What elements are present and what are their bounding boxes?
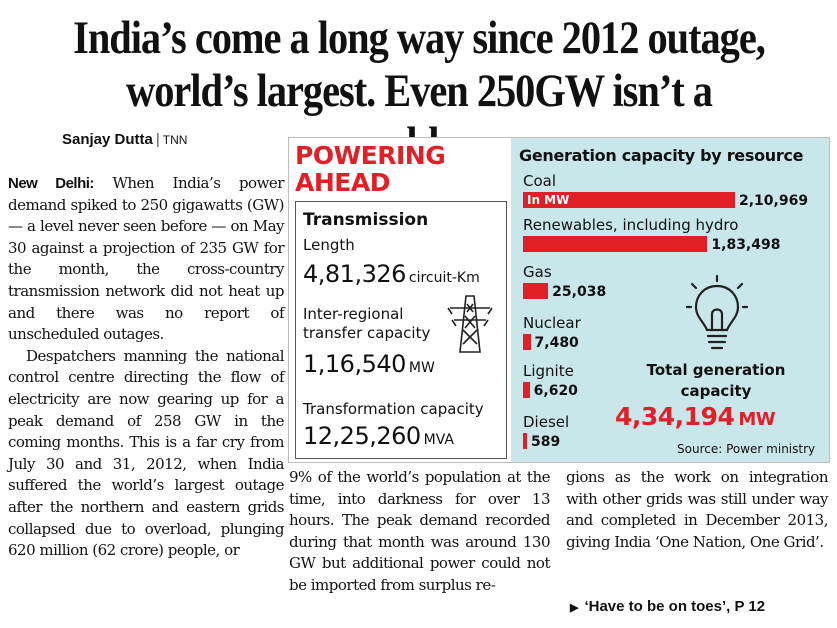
transmission-title: Transmission [303, 210, 429, 230]
byline-divider: | [155, 131, 160, 148]
unit-note: In MW [527, 193, 570, 207]
transformation-unit: MVA [423, 432, 454, 448]
resource-value: 25,038 [552, 284, 607, 300]
article-paragraph-4: gions as the work on integration with ot… [566, 468, 829, 551]
article-paragraph-3: 9% of the world’s population at the time… [289, 468, 551, 594]
length-unit: circuit-Km [408, 270, 480, 286]
reference-text: ‘Have to be on toes’, P 12 [584, 598, 766, 615]
article-column-1: New Delhi: When India’s power demand spi… [8, 173, 285, 562]
total-generation-value: 4,34,194 MW [615, 402, 776, 431]
triangle-arrow-icon: ▶ [570, 602, 579, 614]
total-label-line-1: Total generation [646, 361, 786, 379]
resource-label: Coal [523, 172, 557, 190]
infographic-heading-line-2: AHEAD [295, 168, 390, 197]
article-paragraph-2: Despatchers manning the national control… [8, 346, 285, 560]
transformation-value: 12,25,260 MVA [303, 422, 454, 454]
resource-bar [523, 382, 530, 398]
light-bulb-icon [686, 274, 748, 350]
dateline: New Delhi: [8, 175, 94, 192]
resource-label: Lignite [523, 362, 574, 380]
resource-value: 589 [531, 434, 561, 450]
resource-label: Gas [523, 263, 552, 281]
length-value: 4,81,326 circuit-Km [303, 260, 480, 292]
transformation-number: 12,25,260 [303, 422, 421, 450]
resource-bar [523, 236, 708, 252]
infographic-heading: POWERING AHEAD [295, 141, 446, 197]
article-paragraph-1: New Delhi: When India’s power demand spi… [8, 173, 285, 346]
resource-bar [523, 283, 549, 299]
article-column-3: gions as the work on integration with ot… [566, 467, 829, 553]
transmission-tower-icon [447, 295, 493, 353]
total-generation-label: Total generation capacity [631, 360, 801, 402]
interregional-label-2: transfer capacity [303, 324, 431, 342]
headline-line-2: world’s largest. Even 250GW isn’t a prob… [126, 65, 713, 170]
transformation-label: Transformation capacity [303, 400, 484, 418]
article-paragraph-1-text: When India’s power demand spiked to 250 … [8, 174, 285, 344]
resource-value: 7,480 [534, 335, 579, 351]
source-note: Source: Power ministry [677, 442, 816, 456]
headline: India’s come a long way since 2012 outag… [66, 12, 773, 171]
resource-label: Renewables, including hydro [523, 216, 739, 234]
interregional-value: 1,16,540 MW [303, 350, 435, 382]
total-unit: MW [738, 409, 776, 430]
resource-value: 2,10,969 [739, 193, 809, 209]
interregional-label-1: Inter-regional [303, 305, 404, 323]
infographic-box: POWERING AHEAD Transmission Length 4,81,… [288, 137, 830, 463]
resource-bar [523, 334, 531, 350]
generation-pane: Generation capacity by resource Coal In M… [511, 138, 829, 462]
infographic-heading-line-1: POWERING [295, 141, 446, 170]
continued-reference[interactable]: ▶ ‘Have to be on toes’, P 12 [570, 598, 765, 615]
resource-value: 6,620 [533, 383, 578, 399]
length-number: 4,81,326 [303, 260, 406, 288]
resource-label: Nuclear [523, 314, 581, 332]
byline-author: Sanjay Dutta [62, 131, 153, 148]
transmission-pane: POWERING AHEAD Transmission Length 4,81,… [289, 138, 511, 462]
generation-title: Generation capacity by resource [519, 146, 804, 165]
headline-line-1: India’s come a long way since 2012 outag… [73, 12, 766, 64]
length-label: Length [303, 236, 355, 254]
resource-value: 1,83,498 [711, 237, 781, 253]
total-label-line-2: capacity [680, 382, 752, 400]
transmission-box: Transmission Length 4,81,326 circuit-Km I… [295, 201, 507, 459]
interregional-number: 1,16,540 [303, 350, 406, 378]
resource-label: Diesel [523, 413, 570, 431]
byline-agency: TNN [162, 133, 188, 147]
total-number: 4,34,194 [615, 402, 735, 431]
interregional-unit: MW [408, 360, 435, 376]
article-column-2: 9% of the world’s population at the time… [289, 467, 551, 597]
resource-bar: In MW [523, 192, 735, 208]
byline: Sanjay Dutta | TNN [62, 131, 187, 148]
resource-bar [523, 433, 527, 449]
